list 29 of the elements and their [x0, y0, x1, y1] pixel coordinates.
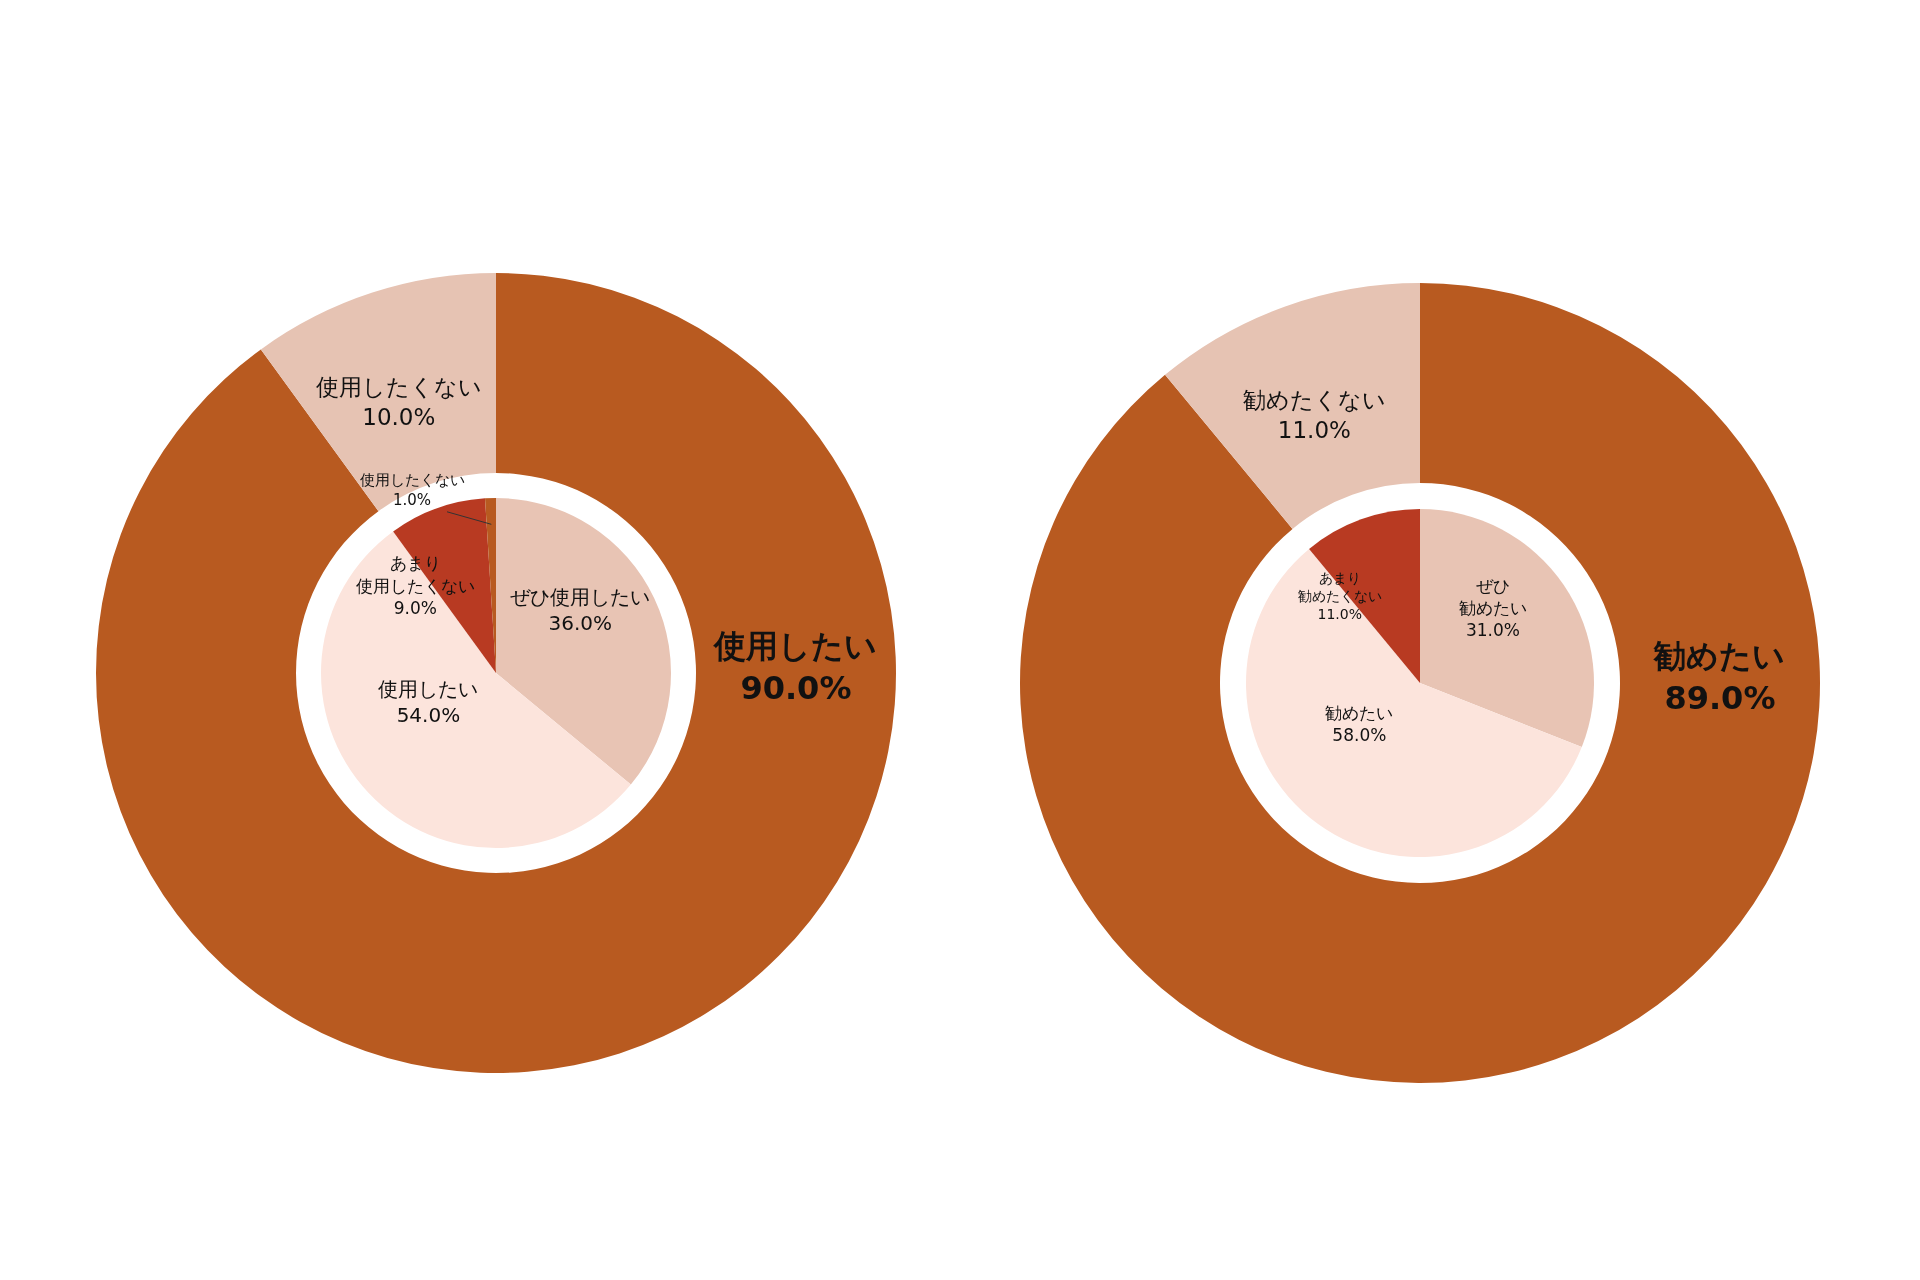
data-label: 1.0% — [392, 490, 432, 509]
data-label: 58.0% — [1332, 724, 1387, 745]
slice-label: 勧めたくない — [1242, 387, 1386, 414]
slice-label: 勧めたい — [1653, 637, 1786, 676]
data-label: 31.0% — [1465, 620, 1520, 641]
donut-slice — [260, 273, 496, 512]
slice-label: あまり勧めたくない — [1297, 569, 1382, 604]
data-label: 9.0% — [393, 597, 437, 618]
data-label: 90.0% — [740, 669, 852, 707]
slice-label: 使用したくない — [315, 373, 482, 400]
data-label: 11.0% — [1317, 606, 1362, 623]
data-label: 10.0% — [362, 403, 436, 430]
slice-label: ぜひ勧めたい — [1458, 576, 1527, 619]
data-label: 36.0% — [548, 611, 612, 636]
data-label: 11.0% — [1277, 417, 1351, 444]
donut-slice — [1165, 283, 1420, 529]
donut-slice — [96, 273, 896, 1073]
donut-slice — [1020, 283, 1820, 1083]
pie-slice — [496, 498, 671, 785]
pie-slice — [321, 531, 631, 848]
data-label: 89.0% — [1664, 679, 1776, 717]
slice-label: 勧めたい — [1325, 702, 1394, 723]
slice-label: ぜひ使用したい — [510, 585, 651, 610]
data-label: 54.0% — [396, 702, 461, 727]
pie-slice — [1246, 548, 1582, 857]
slice-label: 使用したい — [378, 676, 479, 701]
slice-label: 使用したくない — [359, 471, 465, 490]
pie-slice — [1420, 509, 1594, 748]
slice-label: 使用したい — [713, 627, 878, 666]
